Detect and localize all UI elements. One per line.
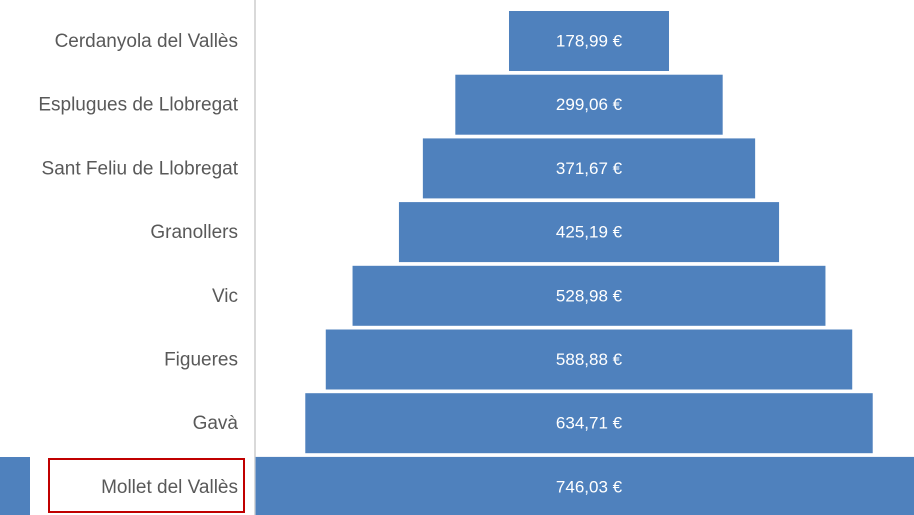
value-label: 425,19 € bbox=[556, 223, 623, 242]
value-label: 178,99 € bbox=[556, 31, 623, 50]
funnel-bar bbox=[352, 265, 826, 326]
funnel-bar bbox=[398, 202, 780, 263]
value-label: 528,98 € bbox=[556, 286, 623, 305]
category-label: Esplugues de Llobregat bbox=[38, 95, 238, 116]
funnel-bar bbox=[422, 138, 756, 199]
category-label: Mollet del Vallès bbox=[101, 477, 238, 498]
value-label: 746,03 € bbox=[556, 477, 623, 496]
highlight-box bbox=[48, 458, 245, 513]
value-label: 634,71 € bbox=[556, 414, 623, 433]
value-label: 299,06 € bbox=[556, 95, 623, 114]
category-label: Sant Feliu de Llobregat bbox=[42, 158, 239, 179]
funnel-bar bbox=[455, 74, 723, 135]
funnel-bar bbox=[508, 11, 670, 71]
category-label: Cerdanyola del Vallès bbox=[55, 31, 238, 52]
funnel-bar bbox=[255, 456, 914, 515]
funnel-bar bbox=[305, 393, 873, 454]
funnel-bar bbox=[325, 329, 853, 390]
clipped-shape bbox=[0, 457, 30, 515]
category-label: Granollers bbox=[150, 222, 238, 243]
category-label: Figueres bbox=[164, 350, 238, 371]
category-label: Gavà bbox=[193, 413, 239, 434]
category-label: Vic bbox=[212, 286, 238, 307]
value-label: 588,88 € bbox=[556, 350, 623, 369]
value-label: 371,67 € bbox=[556, 159, 623, 178]
